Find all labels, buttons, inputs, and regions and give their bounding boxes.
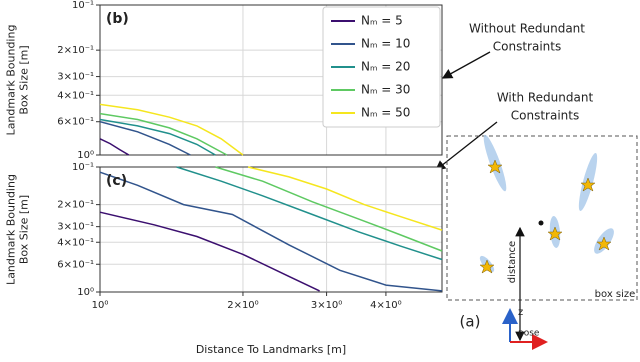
diagram-label: pose xyxy=(518,329,540,339)
series-line xyxy=(99,103,244,156)
annotation: Without Redundant xyxy=(469,22,585,36)
y-tick-label: 10⁰ xyxy=(77,287,94,298)
y-tick-label: 10⁻¹ xyxy=(72,162,94,173)
legend-label: Nₘ = 5 xyxy=(361,14,403,28)
y-tick-label: 2×10⁻¹ xyxy=(57,45,94,56)
legend-label: Nₘ = 20 xyxy=(361,60,410,74)
x-tick-label: 2×10⁰ xyxy=(227,300,258,311)
x-axis-label: Distance To Landmarks [m] xyxy=(196,343,346,356)
plot-area xyxy=(100,167,442,292)
y-tick-label: 10⁻¹ xyxy=(72,0,94,11)
panel-label: (a) xyxy=(460,313,481,331)
x-tick-label: 10⁰ xyxy=(92,300,109,311)
x-tick-label: 4×10⁰ xyxy=(370,300,401,311)
y-tick-label: 3×10⁻¹ xyxy=(57,222,94,233)
y-tick-label: 4×10⁻¹ xyxy=(57,237,94,248)
series-line xyxy=(99,138,130,156)
panel-title: (b) xyxy=(106,11,129,27)
legend-label: Nₘ = 50 xyxy=(361,106,410,120)
y-tick-label: 6×10⁻¹ xyxy=(57,117,94,128)
y-tick-label: 4×10⁻¹ xyxy=(57,90,94,101)
panel-title: (c) xyxy=(106,173,127,189)
y-axis-label: Landmark BoundingBox Size [m] xyxy=(4,25,30,136)
legend-box xyxy=(322,6,441,128)
arrow xyxy=(441,51,491,79)
series-line xyxy=(99,118,216,156)
plot-frame xyxy=(99,4,443,156)
y-tick-label: 10⁰ xyxy=(77,150,94,161)
x-tick-label: 3×10⁰ xyxy=(311,300,342,311)
series-line xyxy=(99,211,320,292)
series-line xyxy=(99,171,443,292)
series-line xyxy=(176,166,443,261)
diagram-label: box size xyxy=(595,289,636,300)
y-axis-label: Landmark BoundingBox Size [m] xyxy=(4,174,30,285)
diagram-label: distance xyxy=(507,241,518,283)
y-tick-label: 3×10⁻¹ xyxy=(57,72,94,83)
legend-label: Nₘ = 10 xyxy=(361,37,410,51)
series-line xyxy=(215,166,443,252)
series-line xyxy=(99,112,228,156)
annotation: Constraints xyxy=(511,109,579,123)
annotation: Constraints xyxy=(493,40,561,54)
diagram-label: z xyxy=(518,307,523,318)
series-line xyxy=(99,120,191,156)
series-line xyxy=(247,166,443,231)
y-tick-label: 2×10⁻¹ xyxy=(57,200,94,211)
annotation: With Redundant xyxy=(497,91,594,105)
arrow xyxy=(434,121,498,171)
diagram xyxy=(446,134,638,350)
y-tick-label: 6×10⁻¹ xyxy=(57,259,94,270)
legend-label: Nₘ = 30 xyxy=(361,83,410,97)
